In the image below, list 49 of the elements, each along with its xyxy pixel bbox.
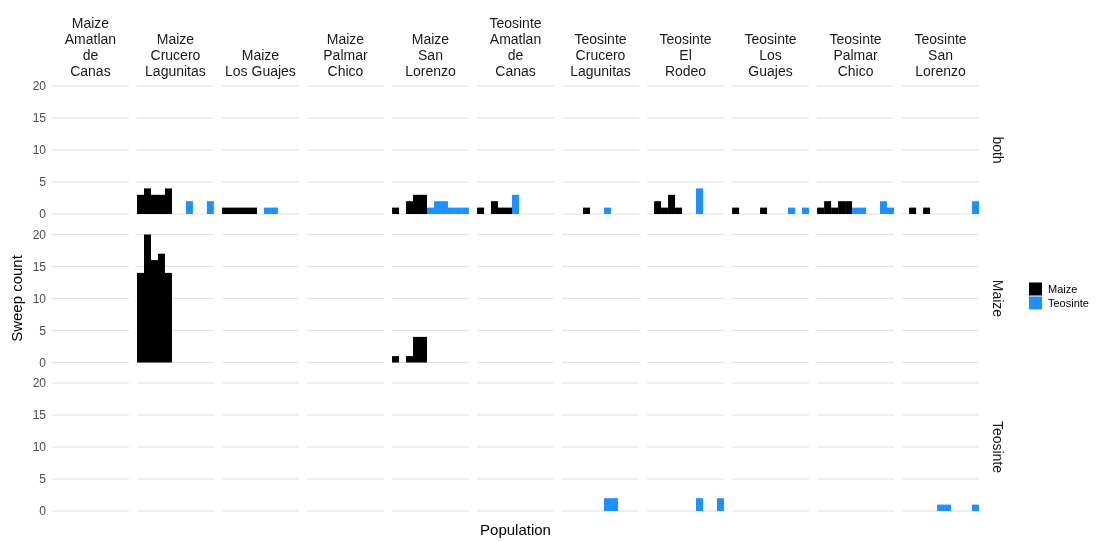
x-tick-label: Teosinte Amatlan de Canas	[489, 15, 542, 79]
y-tick-label: 10	[32, 291, 47, 306]
y-tick-label: 20	[32, 79, 47, 94]
x-tick-label: Teosinte El Rodeo	[659, 31, 712, 79]
x-tick-label: Maize Crucero Lagunitas	[145, 31, 206, 79]
y-tick-label: 5	[39, 323, 47, 338]
bar	[392, 356, 400, 363]
text: both	[990, 136, 1006, 164]
y-tick-label: 20	[32, 376, 47, 391]
y-tick-label: 15	[32, 259, 47, 274]
text: Maize	[990, 279, 1006, 318]
y-tick-label: 15	[32, 111, 47, 126]
legend-label: Teosinte	[1048, 297, 1089, 310]
bar	[909, 207, 917, 214]
y-tick-label: 5	[39, 472, 47, 487]
bar	[512, 194, 519, 214]
bar	[732, 207, 740, 214]
y-tick-label: 20	[32, 227, 47, 242]
x-tick-label: Maize Los Guajes	[225, 47, 296, 79]
x-tick-label: Maize San Lorenzo	[405, 31, 456, 79]
y-tick-label: 15	[32, 408, 47, 423]
y-tick-label: 10	[32, 143, 47, 158]
bar	[604, 207, 611, 214]
x-tick-label: Teosinte Los Guajes	[744, 31, 797, 79]
y-tick-label: 10	[32, 440, 47, 455]
bar	[923, 207, 931, 214]
bar	[583, 207, 591, 214]
bar	[788, 207, 795, 214]
x-tick-label: Maize Amatlan de Canas	[64, 15, 117, 79]
y-tick-label: 5	[39, 175, 47, 190]
y-tick-label: 0	[39, 504, 47, 519]
bar	[206, 201, 214, 214]
x-axis-title: Population	[480, 521, 551, 538]
x-tick-label: Teosinte San Lorenzo	[914, 31, 967, 79]
x-tick-label: Teosinte Palmar Chico	[829, 31, 882, 79]
text: Teosinte	[990, 420, 1006, 474]
y-tick-label: 0	[39, 355, 47, 370]
legend-label: Maize	[1048, 283, 1078, 296]
bar	[760, 207, 768, 214]
bar	[477, 207, 485, 214]
x-tick-label: Maize Palmar Chico	[323, 31, 368, 79]
bar	[696, 188, 703, 214]
bar	[392, 207, 400, 214]
bar	[801, 207, 809, 214]
y-axis-title: Sweep count	[8, 254, 25, 342]
x-tick-label: Teosinte Crucero Lagunitas	[570, 31, 631, 79]
bar	[972, 201, 979, 214]
y-tick-label: 0	[39, 207, 47, 222]
bar	[185, 201, 193, 214]
